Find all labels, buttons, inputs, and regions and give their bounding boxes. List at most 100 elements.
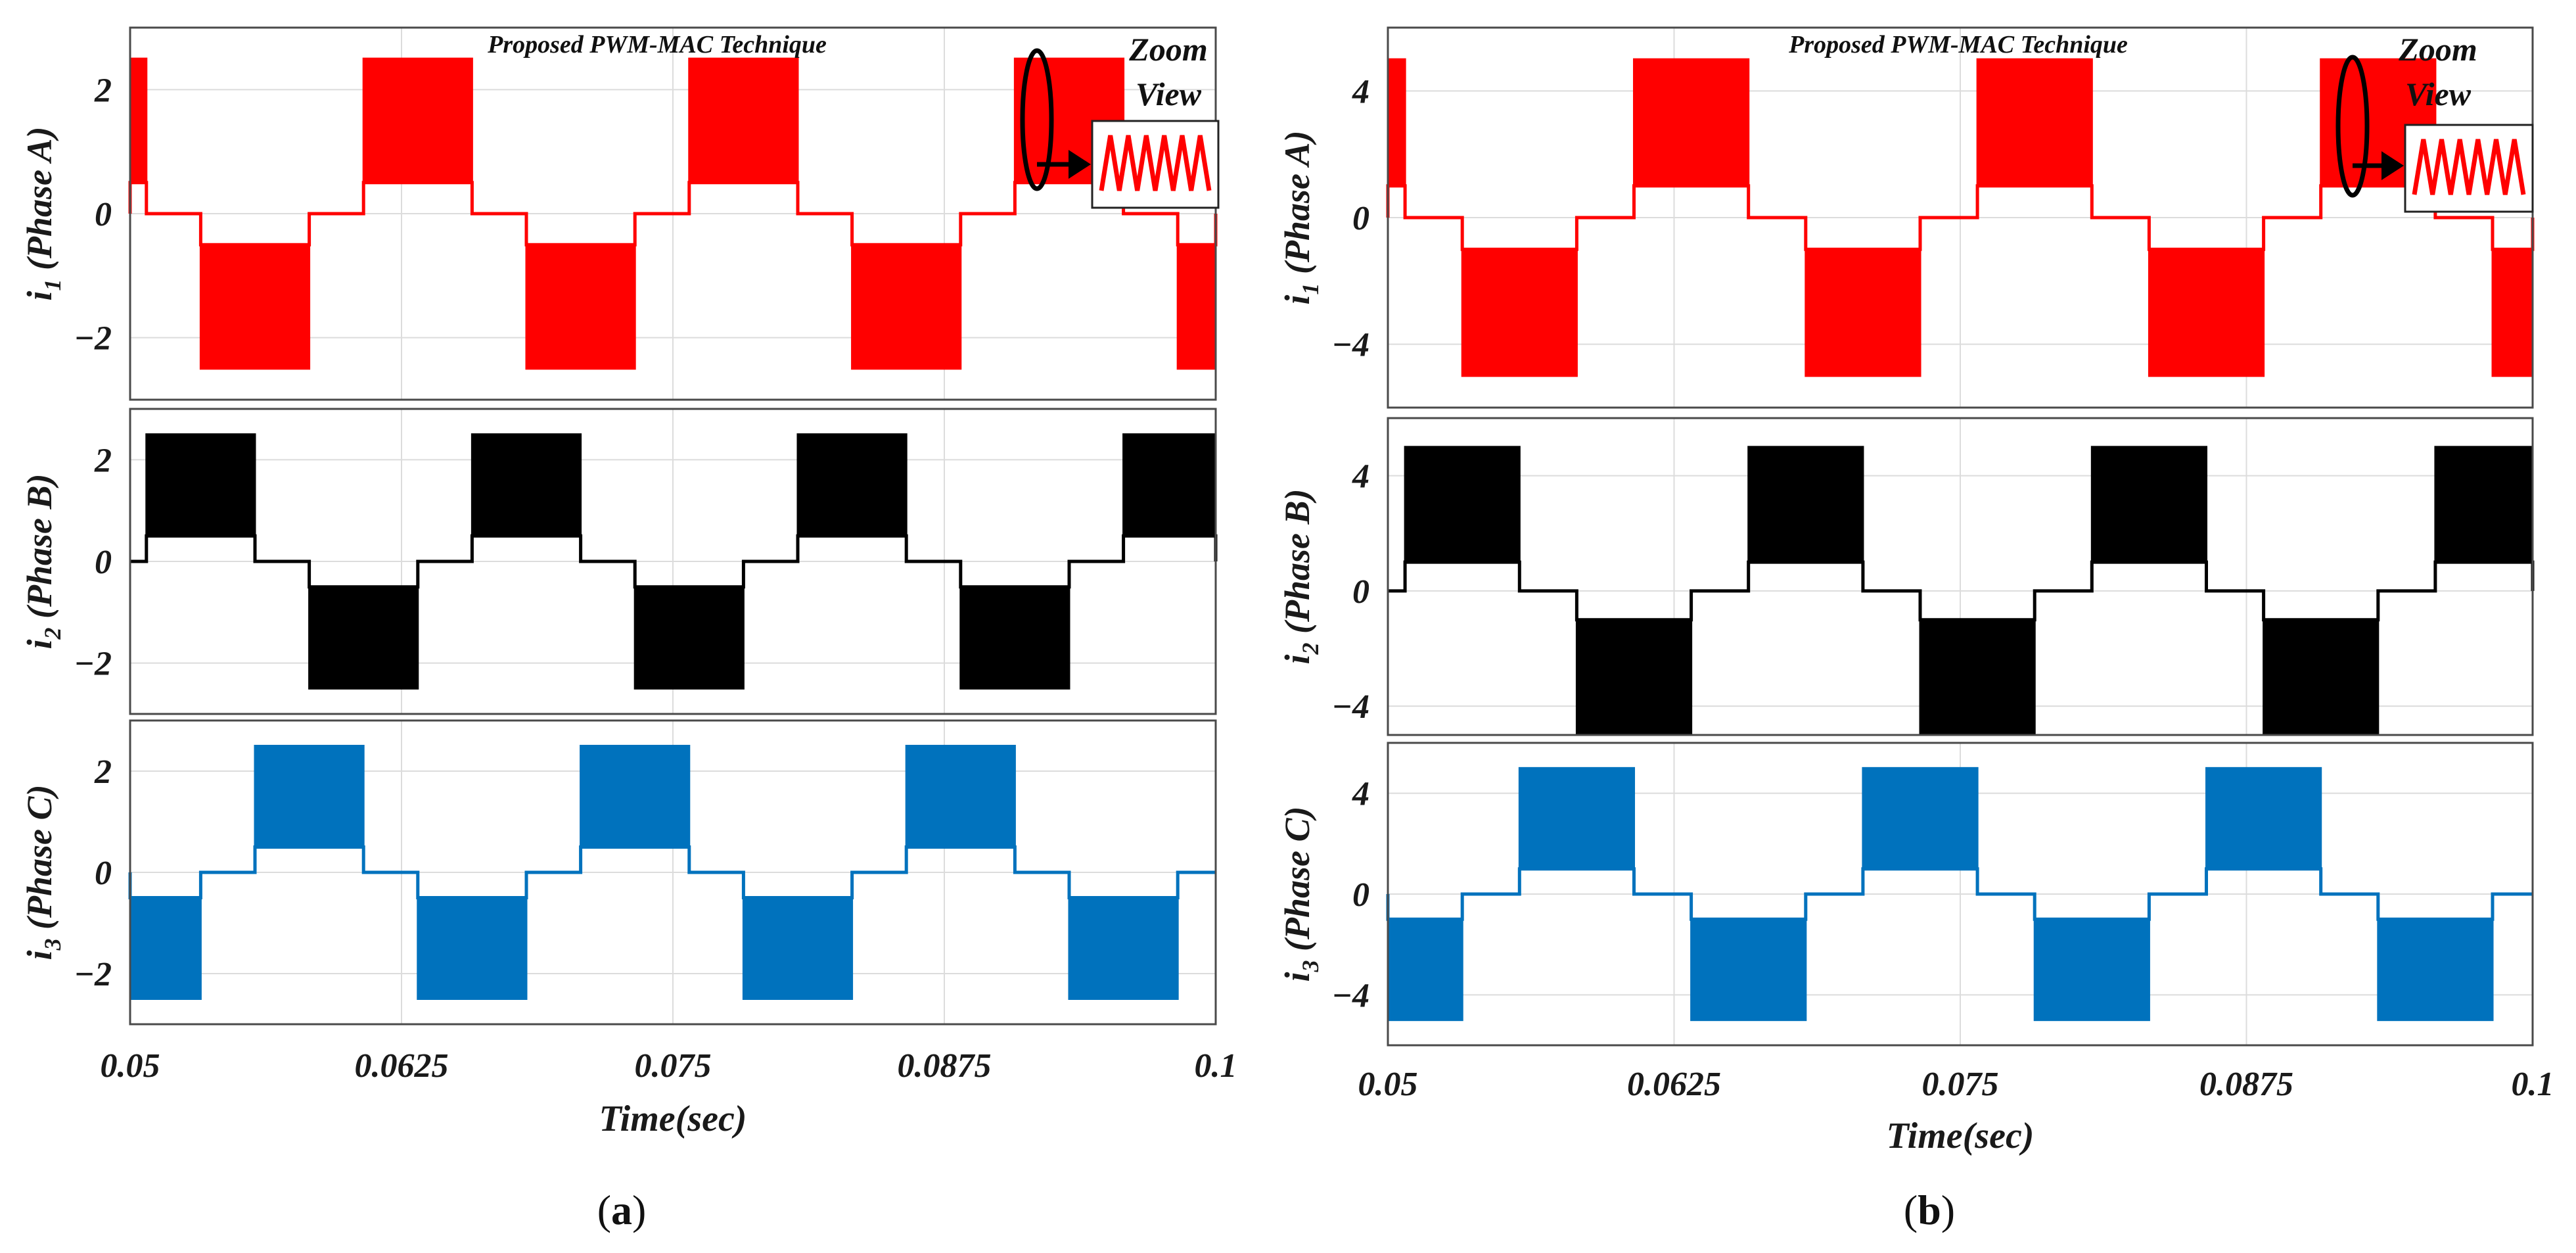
pwm-band	[688, 57, 799, 184]
axes-frame	[129, 408, 1217, 715]
pwm-band	[1862, 767, 1979, 870]
y-axis-label: i2 (Phase B)	[20, 474, 66, 650]
zoom-box	[2404, 124, 2534, 213]
subplot-2: −4 0 4 i2 (Phase B)	[1277, 417, 2535, 736]
x-tick-label: 0.05	[1358, 1066, 1418, 1103]
pwm-band	[580, 745, 691, 848]
y-tick-label: −4	[1331, 327, 1369, 364]
pwm-band	[905, 745, 1016, 848]
pwm-band	[308, 586, 419, 690]
panel-label: (a)	[597, 1187, 647, 1233]
pwm-band	[1518, 767, 1636, 870]
pwm-band	[1575, 619, 1693, 736]
subplot-3: −2 0 2 i3 (Phase C)	[20, 719, 1217, 1026]
y-tick-label: −2	[74, 956, 112, 993]
y-tick-label: 4	[1352, 458, 1369, 496]
y-axis-label: i3 (Phase C)	[1277, 807, 1323, 982]
pwm-band	[633, 586, 745, 690]
x-tick-label: 0.0875	[898, 1047, 992, 1085]
y-tick-label: −4	[1331, 977, 1369, 1014]
x-tick-label: 0.1	[2512, 1066, 2554, 1103]
pwm-band	[2090, 446, 2208, 563]
pwm-band	[1633, 58, 1750, 187]
subplot-2: −2 0 2 i2 (Phase B)	[20, 408, 1218, 715]
axes-frame	[129, 719, 1217, 1026]
pwm-band	[145, 433, 256, 537]
x-tick-label: 0.0625	[1627, 1066, 1721, 1103]
x-axis-label: Time(sec)	[1887, 1116, 2035, 1156]
pwm-band	[1387, 58, 1406, 187]
axes-frame	[1387, 742, 2534, 1047]
view-label: View	[2405, 76, 2472, 112]
zoom-ellipse	[1020, 48, 1054, 191]
axes-frame	[1387, 417, 2534, 736]
y-tick-label: 0	[1352, 200, 1369, 237]
y-tick-label: 0	[1352, 573, 1369, 611]
pwm-band	[742, 897, 854, 1000]
subplot-1: −4 0 4 i1 (Phase A)	[1277, 26, 2535, 409]
axes-frame	[129, 26, 1217, 401]
zoom-label: Zoom	[2398, 31, 2477, 68]
pwm-band	[2263, 619, 2380, 736]
pwm-band	[2377, 918, 2494, 1022]
pwm-band	[796, 433, 908, 537]
y-tick-label: −4	[1331, 688, 1369, 726]
x-tick-label: 0.075	[1922, 1066, 1999, 1103]
pwm-band	[1747, 446, 1864, 563]
pwm-band	[254, 745, 365, 848]
x-tick-label: 0.1	[1195, 1047, 1237, 1085]
subplot-3: −4 0 4 i3 (Phase C)	[1277, 742, 2534, 1047]
pwm-band	[1461, 248, 1578, 377]
x-tick-label: 0.0875	[2199, 1066, 2293, 1103]
pwm-band	[959, 586, 1070, 690]
pwm-band	[2491, 248, 2534, 377]
pwm-band	[1919, 619, 2036, 736]
zoom-zigzag	[1099, 135, 1212, 191]
zoom-label: Zoom	[1128, 31, 1207, 68]
chart-title: Proposed PWM-MAC Technique	[487, 31, 827, 59]
y-tick-label: −2	[74, 646, 112, 683]
x-tick-label: 0.05	[101, 1047, 160, 1085]
y-axis-label: i1 (Phase A)	[20, 127, 66, 301]
zoom-zigzag	[2412, 139, 2526, 195]
pwm-band	[851, 243, 962, 370]
zoom-arrowhead	[2381, 151, 2404, 180]
pwm-band	[362, 57, 473, 184]
pwm-band	[2434, 446, 2534, 563]
y-tick-label: 4	[1352, 73, 1369, 110]
subplot-1: −2 0 2 i1 (Phase A)	[20, 26, 1218, 401]
zoom-box	[1091, 120, 1220, 209]
view-label: View	[1136, 76, 1202, 112]
pwm-band	[1176, 243, 1217, 370]
y-tick-label: 0	[95, 196, 112, 233]
x-tick-label: 0.075	[635, 1047, 712, 1085]
pwm-band	[1387, 918, 1463, 1022]
y-tick-label: 2	[94, 753, 112, 791]
zoom-arrowhead	[1069, 150, 1091, 179]
y-tick-label: 0	[95, 855, 112, 892]
y-tick-label: 2	[94, 72, 112, 109]
x-axis-label: Time(sec)	[599, 1099, 747, 1139]
pwm-band	[1068, 897, 1179, 1000]
pwm-band	[129, 57, 148, 184]
pwm-band	[2033, 918, 2150, 1022]
y-tick-label: 4	[1352, 776, 1369, 813]
pwm-band	[1404, 446, 1521, 563]
y-axis-label: i1 (Phase A)	[1277, 131, 1323, 305]
y-tick-label: 2	[94, 442, 112, 479]
pwm-band	[1122, 433, 1217, 537]
panel-label: (b)	[1904, 1187, 1955, 1233]
pwm-band	[1805, 248, 1921, 377]
y-tick-label: 0	[95, 544, 112, 581]
pwm-band	[2148, 248, 2265, 377]
pwm-band	[471, 433, 582, 537]
y-axis-label: i2 (Phase B)	[1277, 489, 1323, 665]
y-tick-label: −2	[74, 320, 112, 358]
zoom-ellipse	[2335, 55, 2370, 198]
pwm-band	[1976, 58, 2093, 187]
pwm-band	[417, 897, 528, 1000]
x-tick-label: 0.0625	[355, 1047, 449, 1085]
